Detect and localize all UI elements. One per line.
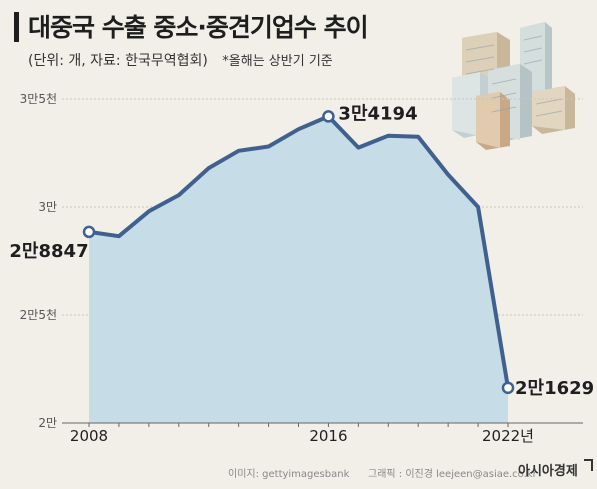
x-tick-labels: 2008 2016 2022년	[70, 427, 534, 445]
y-tick-label: 3만5천	[20, 91, 57, 106]
data-label: 3만4194	[338, 103, 417, 124]
x-axis	[62, 422, 583, 427]
x-tick-label: 2008	[70, 427, 108, 445]
y-tick-labels: 3만5천 3만 2만5천 2만	[20, 91, 57, 430]
chart-subtitle: (단위: 개, 자료: 한국무역협회) *올해는 상반기 기준	[28, 50, 333, 70]
data-point	[322, 110, 335, 123]
data-label: 2만8847	[9, 241, 88, 262]
image-credit: 이미지: gettyimagesbank	[228, 469, 350, 480]
title-accent-bar	[14, 12, 19, 42]
y-tick-label: 2만5천	[20, 307, 57, 322]
asiae-logo-mark	[584, 459, 593, 471]
area-series	[89, 116, 508, 424]
x-tick-label: 2022년	[482, 427, 534, 445]
y-tick-label: 3만	[38, 200, 57, 214]
chart-title: 대중국 수출 중소·중견기업수 추이	[28, 13, 369, 42]
series-line	[88, 114, 510, 389]
data-point	[82, 225, 96, 239]
data-annotations: 2만8847 3만4194 2만1629	[9, 103, 594, 398]
brand-logo: 아시아경제	[518, 464, 578, 479]
x-tick-label: 2016	[309, 427, 347, 445]
data-line	[88, 114, 510, 389]
buildings-illustration	[452, 22, 575, 150]
period-note: *올해는 상반기 기준	[222, 54, 333, 69]
graphic-credit: 그래픽 : 이진경 leejeen@asiae.co.kr	[368, 469, 537, 480]
unit-source-note: (단위: 개, 자료: 한국무역협회)	[28, 53, 208, 69]
data-point	[501, 381, 515, 395]
data-points	[82, 110, 515, 395]
y-tick-label: 2만	[38, 416, 57, 430]
area-fill	[89, 116, 508, 424]
data-label: 2만1629	[515, 378, 594, 399]
